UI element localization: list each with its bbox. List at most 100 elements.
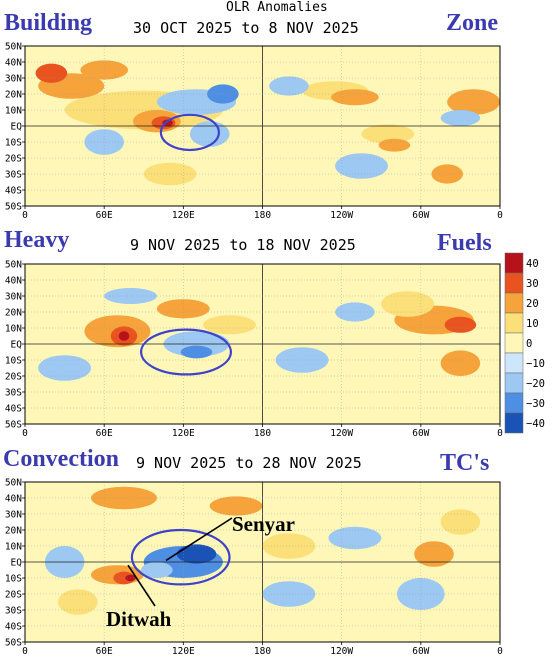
- y-tick-label: 30N: [5, 510, 22, 521]
- y-tick-label: EQ: [11, 122, 23, 133]
- y-tick-label: 10N: [5, 106, 22, 117]
- colorbar-label: 0: [526, 338, 532, 350]
- x-tick-label: 0: [22, 646, 28, 657]
- y-tick-label: 20S: [5, 154, 22, 165]
- y-tick-label: 40N: [5, 58, 22, 69]
- y-tick-label: 50N: [5, 42, 22, 53]
- anomaly-region-14: [269, 76, 309, 96]
- x-tick-label: 0: [497, 428, 503, 438]
- y-tick-label: 10S: [5, 574, 22, 585]
- y-tick-label: 40N: [5, 494, 22, 505]
- colorbar-label: 20: [526, 298, 539, 310]
- overlay-zone: Zone: [446, 10, 499, 36]
- anomaly-region-14: [440, 509, 481, 535]
- colorbar-swatch: [504, 352, 524, 374]
- senyar-pointer-line: [165, 517, 233, 562]
- colorbar-swatch: [504, 412, 524, 434]
- y-tick-label: 50N: [5, 260, 22, 271]
- overlay-heavy: Heavy: [4, 227, 70, 253]
- colorbar: 40 30 20 10 0 −10 −20 −30 −40: [504, 252, 545, 434]
- y-tick-label: 40N: [5, 276, 22, 287]
- anomaly-region-15: [335, 153, 388, 179]
- anomaly-region-9: [207, 84, 239, 104]
- y-tick-label: 30S: [5, 388, 22, 399]
- x-tick-label: 0: [22, 428, 28, 438]
- anomaly-region-13: [262, 581, 316, 607]
- storm-label-ditwah: Ditwah: [106, 607, 172, 631]
- x-tick-label: 120E: [172, 428, 195, 438]
- y-tick-label: 20S: [5, 372, 22, 383]
- y-tick-label: 10N: [5, 542, 22, 553]
- x-tick-label: 120W: [330, 646, 353, 657]
- highlight-ellipse: [140, 328, 233, 376]
- storm-label-senyar: Senyar: [232, 512, 295, 536]
- colorbar-swatch: [504, 392, 524, 414]
- anomaly-region-2: [118, 331, 130, 341]
- anomaly-region-13: [381, 291, 434, 317]
- anomaly-region-12: [361, 124, 415, 144]
- colorbar-label: −40: [526, 418, 545, 430]
- anomaly-region-20: [431, 164, 464, 184]
- anomaly-region-9: [262, 533, 316, 559]
- anomaly-region-7: [38, 355, 91, 381]
- colorbar-swatch: [504, 292, 524, 314]
- y-tick-label: 30S: [5, 170, 22, 181]
- overlay-building: Building: [4, 10, 93, 36]
- y-tick-label: 50N: [5, 478, 22, 489]
- x-tick-label: 60W: [412, 210, 429, 220]
- x-tick-label: 120E: [172, 646, 195, 657]
- anomaly-region-12: [440, 350, 481, 376]
- y-tick-label: 40S: [5, 186, 22, 197]
- y-tick-label: 50S: [5, 638, 22, 649]
- anomaly-region-17: [440, 110, 481, 126]
- overlay-tcs: TC's: [440, 450, 490, 476]
- x-tick-label: 120W: [330, 428, 353, 438]
- anomaly-region-3: [156, 299, 210, 319]
- overlay-convection: Convection: [3, 446, 119, 472]
- colorbar-swatch: [504, 252, 524, 274]
- anomaly-region-11: [414, 541, 454, 567]
- colorbar-label: 10: [526, 318, 539, 330]
- anomaly-region-19: [143, 162, 197, 186]
- y-tick-label: 20N: [5, 308, 22, 319]
- highlight-ellipse: [159, 113, 220, 152]
- y-tick-label: 20N: [5, 90, 22, 101]
- y-tick-label: 10S: [5, 138, 22, 149]
- anomaly-region-5: [176, 544, 217, 564]
- colorbar-swatch: [504, 372, 524, 394]
- x-tick-label: 0: [497, 646, 503, 657]
- anomaly-region-8: [58, 589, 98, 615]
- x-tick-label: 120E: [172, 210, 195, 220]
- panel-2-title: 9 NOV 2025 to 18 NOV 2025: [130, 236, 356, 254]
- y-tick-label: 10N: [5, 324, 22, 335]
- colorbar-label: 30: [526, 278, 539, 290]
- anomaly-region-8: [189, 121, 230, 147]
- y-tick-label: 40S: [5, 622, 22, 633]
- anomaly-region-13: [378, 138, 411, 152]
- y-tick-label: 20N: [5, 526, 22, 537]
- y-tick-label: 30N: [5, 74, 22, 85]
- x-tick-label: 60E: [96, 428, 113, 438]
- anomaly-region-18: [84, 129, 124, 155]
- x-tick-label: 180: [254, 428, 271, 438]
- y-tick-label: 30N: [5, 292, 22, 303]
- anomaly-region-10: [328, 526, 382, 550]
- y-tick-label: 30S: [5, 606, 22, 617]
- anomaly-region-11: [444, 316, 477, 333]
- anomaly-region-9: [335, 302, 375, 322]
- y-tick-label: EQ: [11, 340, 23, 351]
- colorbar-swatch: [504, 312, 524, 334]
- y-tick-label: 20S: [5, 590, 22, 601]
- x-tick-label: 60W: [412, 428, 429, 438]
- y-tick-label: EQ: [11, 558, 23, 569]
- colorbar-swatch: [504, 332, 524, 354]
- panel-3-title: 9 NOV 2025 to 28 NOV 2025: [136, 454, 362, 472]
- colorbar-label: −20: [526, 378, 545, 390]
- x-tick-label: 180: [254, 646, 271, 657]
- y-tick-label: 10S: [5, 356, 22, 367]
- x-tick-label: 60W: [412, 646, 429, 657]
- anomaly-region-16: [447, 89, 500, 115]
